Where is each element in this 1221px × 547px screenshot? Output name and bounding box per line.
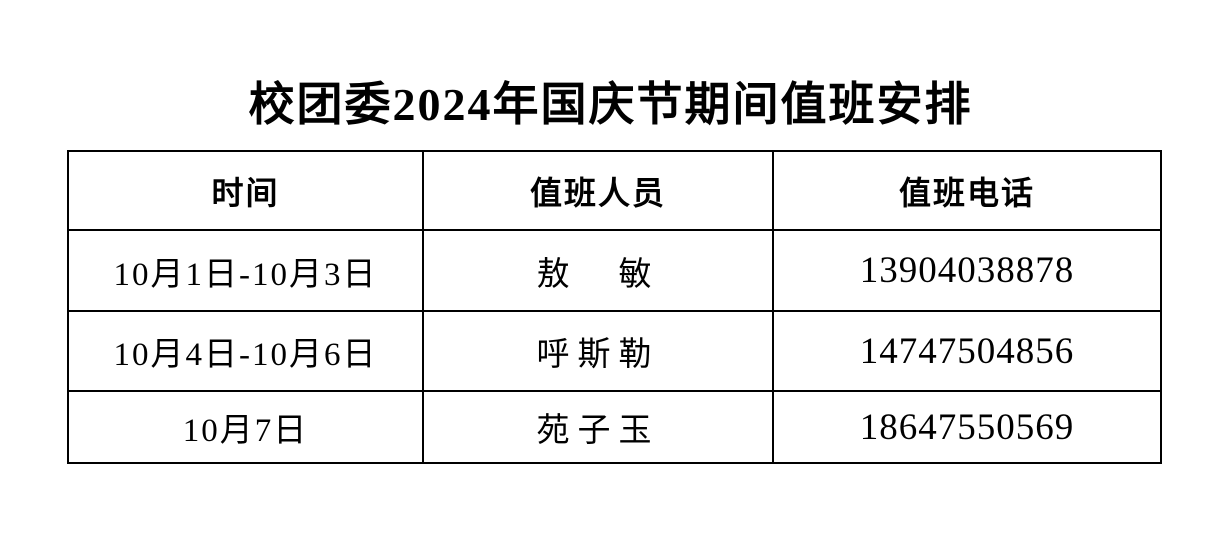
table-row: 10月7日 苑子玉 18647550569 — [67, 390, 1162, 464]
cell-time: 10月1日-10月3日 — [67, 229, 424, 312]
duty-schedule-table: 时间 值班人员 值班电话 10月1日-10月3日 敖 敏 13904038878… — [67, 150, 1162, 464]
cell-phone: 18647550569 — [772, 390, 1162, 464]
cell-person: 敖 敏 — [422, 229, 774, 312]
cell-person: 苑子玉 — [422, 390, 774, 464]
cell-person: 呼斯勒 — [422, 310, 774, 392]
table-header-row: 时间 值班人员 值班电话 — [67, 150, 1162, 231]
column-header-time: 时间 — [67, 150, 424, 231]
document-title: 校团委2024年国庆节期间值班安排 — [248, 79, 973, 130]
table-row: 10月4日-10月6日 呼斯勒 14747504856 — [67, 310, 1162, 392]
column-header-phone: 值班电话 — [772, 150, 1162, 231]
table-row: 10月1日-10月3日 敖 敏 13904038878 — [67, 229, 1162, 312]
cell-phone: 13904038878 — [772, 229, 1162, 312]
cell-phone: 14747504856 — [772, 310, 1162, 392]
cell-time: 10月4日-10月6日 — [67, 310, 424, 392]
cell-time: 10月7日 — [67, 390, 424, 464]
column-header-person: 值班人员 — [422, 150, 774, 231]
